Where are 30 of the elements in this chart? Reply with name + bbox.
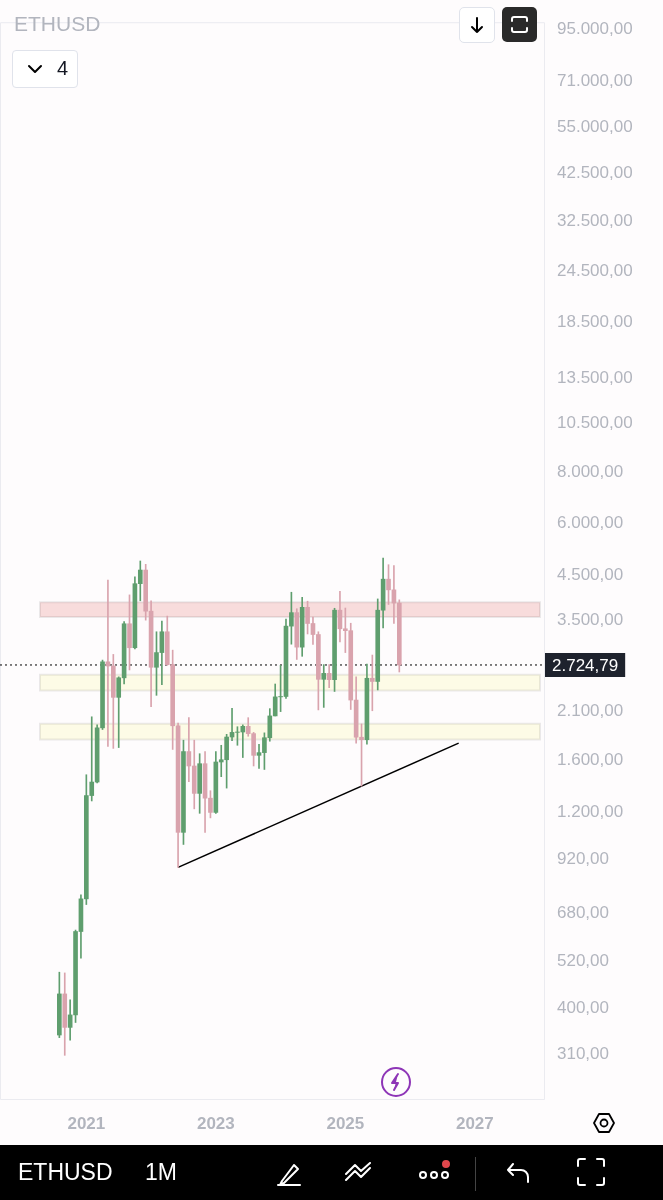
text: 1M xyxy=(145,1159,177,1186)
chart-title: ETHUSD xyxy=(14,12,101,36)
y-tick-label: 3.500,00 xyxy=(557,609,624,629)
y-tick-label: 42.500,00 xyxy=(557,162,633,182)
y-tick-label: 13.500,00 xyxy=(557,368,633,388)
y-tick-label: 4.500,00 xyxy=(557,564,624,584)
y-tick-label: 8.000,00 xyxy=(557,461,624,481)
y-tick-label: 32.500,00 xyxy=(557,210,633,230)
y-tick-label: 18.500,00 xyxy=(557,311,633,331)
y-tick-label: 400,00 xyxy=(557,998,609,1018)
y-tick-label: 71.000,00 xyxy=(557,70,633,90)
y-tick-label: 55.000,00 xyxy=(557,116,633,136)
x-tick-label: 2027 xyxy=(455,1113,494,1133)
y-tick-label: 95.000,00 xyxy=(557,18,633,38)
y-tick-label: 2.100,00 xyxy=(557,701,624,721)
y-tick-label: 6.000,00 xyxy=(557,513,624,533)
y-tick-label: 310,00 xyxy=(557,1043,609,1063)
y-tick-label: 680,00 xyxy=(557,903,609,923)
y-tick-label: 1.200,00 xyxy=(557,801,624,821)
y-tick-label: 10.500,00 xyxy=(557,413,633,433)
text: ETHUSD xyxy=(18,1159,113,1186)
ref-line-label: 2.724,79 xyxy=(552,655,619,675)
x-tick-label: 2023 xyxy=(196,1113,235,1133)
x-tick-label: 2021 xyxy=(67,1113,106,1133)
y-tick-label: 520,00 xyxy=(557,951,609,971)
y-tick-label: 1.600,00 xyxy=(557,749,624,769)
x-tick-label: 2025 xyxy=(326,1113,365,1133)
annotation: 4 xyxy=(57,57,69,80)
y-tick-label: 920,00 xyxy=(557,849,609,869)
y-tick-label: 24.500,00 xyxy=(557,261,633,281)
